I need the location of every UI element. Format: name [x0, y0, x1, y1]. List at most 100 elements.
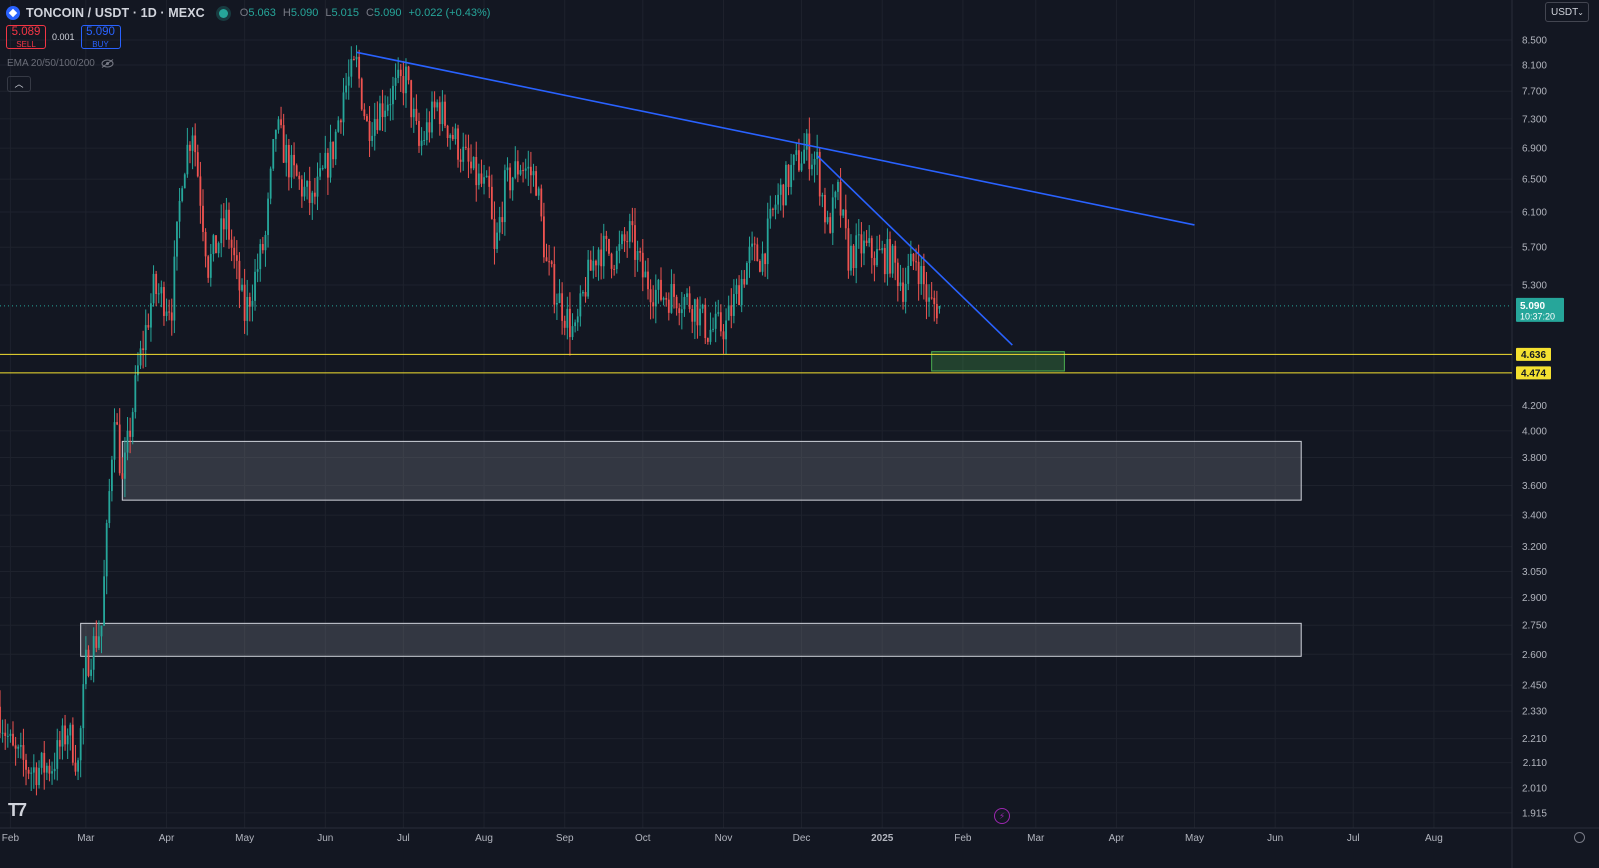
- candle: [602, 223, 605, 279]
- candle-body: [97, 636, 100, 648]
- candle-body: [100, 625, 103, 637]
- candle: [928, 284, 930, 317]
- candle-body: [509, 167, 511, 191]
- currency-select[interactable]: USDT ⌄: [1545, 2, 1589, 22]
- candle-body: [722, 331, 725, 340]
- candle: [181, 185, 184, 203]
- candle: [264, 230, 267, 267]
- sell-button[interactable]: 5.089 SELL: [6, 25, 46, 49]
- candle: [280, 106, 282, 129]
- candle: [428, 111, 431, 143]
- candle: [56, 728, 59, 781]
- candle: [69, 722, 72, 751]
- hidden-eye-icon[interactable]: [101, 59, 114, 68]
- candle-body: [457, 128, 459, 160]
- candle: [795, 142, 798, 162]
- candle: [134, 365, 137, 419]
- candle: [496, 222, 498, 253]
- candle-body: [303, 186, 306, 197]
- candle-body: [363, 109, 366, 117]
- candle-body: [824, 194, 826, 223]
- candle: [706, 337, 709, 345]
- candle-body: [92, 636, 95, 670]
- candle: [321, 165, 324, 171]
- candle-body: [938, 305, 941, 309]
- candle: [110, 455, 113, 502]
- candle: [691, 305, 694, 334]
- grid: [0, 0, 1512, 828]
- candle: [199, 161, 202, 224]
- candle-body: [870, 238, 873, 258]
- candle-body: [355, 56, 358, 60]
- candle-body: [600, 249, 603, 267]
- candle-body: [464, 146, 467, 148]
- candle: [340, 118, 342, 134]
- candle: [126, 417, 129, 461]
- candle: [891, 244, 894, 278]
- candle: [503, 164, 506, 236]
- candle-body: [550, 261, 553, 265]
- candle-body: [402, 76, 405, 94]
- candle: [628, 213, 631, 249]
- candle: [592, 246, 595, 279]
- tradingview-logo-icon[interactable]: T7: [8, 800, 27, 820]
- candle-body: [516, 161, 519, 175]
- candle: [238, 252, 241, 309]
- candle: [636, 240, 639, 272]
- candle: [282, 113, 285, 164]
- target-zone: [931, 351, 1065, 372]
- candle-body: [472, 156, 475, 169]
- candle-body: [925, 284, 928, 302]
- candle-body: [64, 725, 66, 745]
- candle: [584, 277, 587, 303]
- support-zone: [80, 622, 1302, 657]
- candle-body: [592, 260, 595, 271]
- y-tick-label: 2.010: [1522, 783, 1547, 794]
- candle-body: [371, 135, 374, 141]
- candle: [306, 180, 308, 200]
- candle-body: [701, 304, 704, 309]
- candle-body: [251, 300, 254, 307]
- candle: [173, 240, 176, 334]
- candle-body: [540, 188, 543, 217]
- symbol-title[interactable]: TONCOIN / USDT · 1D · MEXC: [26, 6, 205, 20]
- settings-gear-icon[interactable]: [1574, 832, 1585, 843]
- candle-body: [891, 245, 894, 274]
- candle-body: [69, 724, 72, 736]
- candle: [930, 281, 933, 300]
- candle-body: [665, 298, 668, 300]
- lightning-icon[interactable]: ⚡: [994, 808, 1010, 824]
- candle-body: [649, 289, 652, 303]
- candle: [74, 744, 77, 776]
- candle: [100, 625, 103, 654]
- candle: [610, 252, 613, 279]
- buy-button[interactable]: 5.090 BUY: [80, 25, 121, 49]
- candle: [108, 478, 111, 528]
- indicator-legend[interactable]: EMA 20/50/100/200: [7, 58, 114, 69]
- candle-body: [727, 305, 730, 321]
- candle-body: [306, 180, 308, 187]
- candle-body: [519, 170, 522, 175]
- collapse-legend-button[interactable]: ︿: [7, 76, 31, 92]
- candle: [842, 209, 845, 219]
- candle: [4, 719, 7, 750]
- y-tick-label: 6.900: [1522, 144, 1547, 155]
- candle: [381, 89, 384, 131]
- y-tick-label: 7.300: [1522, 114, 1547, 125]
- candle-body: [334, 131, 337, 160]
- candle: [220, 204, 223, 258]
- candle: [334, 129, 337, 166]
- candle: [587, 249, 590, 299]
- candle: [27, 767, 30, 780]
- candle-body: [220, 218, 223, 244]
- candle: [582, 290, 584, 297]
- candle-body: [82, 684, 85, 729]
- candle-body: [868, 238, 871, 243]
- candle: [644, 260, 647, 278]
- candle: [527, 150, 530, 186]
- x-tick-label: Jun: [317, 833, 333, 844]
- trendline-1: [356, 51, 1195, 226]
- y-tick-label: 3.400: [1522, 511, 1547, 522]
- candle: [66, 728, 69, 759]
